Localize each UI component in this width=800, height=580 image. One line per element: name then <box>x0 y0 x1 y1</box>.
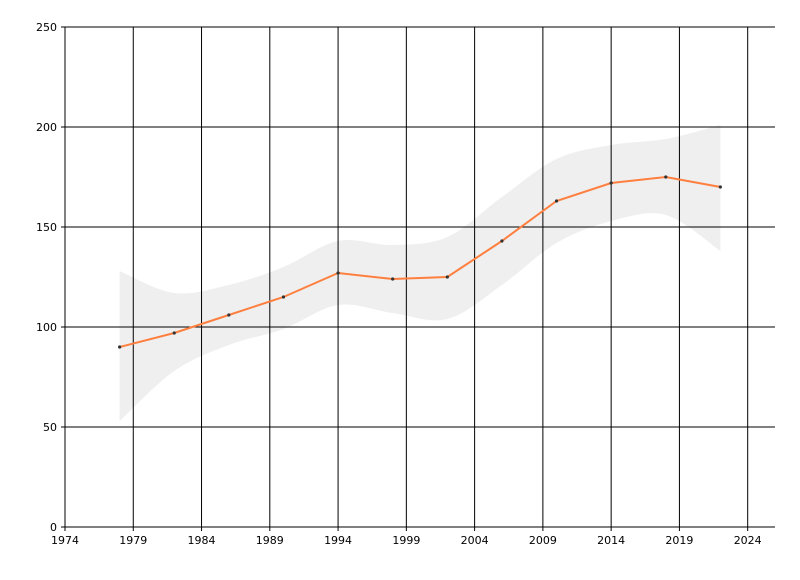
y-tick-label: 50 <box>43 421 57 434</box>
y-tick-label: 100 <box>36 321 57 334</box>
data-point <box>281 295 286 299</box>
x-tick-label: 1974 <box>51 534 79 547</box>
data-point <box>336 271 340 275</box>
x-tick-label: 2024 <box>734 534 762 547</box>
series-line <box>119 175 721 348</box>
data-point <box>609 181 613 185</box>
y-tick-label: 150 <box>36 221 57 234</box>
data-point <box>391 277 395 281</box>
x-tick-label: 2014 <box>597 534 625 547</box>
data-point <box>227 313 231 317</box>
tick-label-layer: 1974 1979 1984 1989 1994 1999 2004 2009 2014 2019… <box>36 21 762 547</box>
x-tick-label: 1984 <box>188 534 216 547</box>
confidence-band <box>119 125 721 421</box>
confidence-band-layer <box>119 125 721 421</box>
x-tick-label: 2019 <box>665 534 693 547</box>
x-tick-label: 1994 <box>324 534 352 547</box>
x-tick-label: 2004 <box>461 534 489 547</box>
series-layer <box>118 175 722 349</box>
y-tick-label: 200 <box>36 121 57 134</box>
data-point <box>718 185 722 189</box>
axis-layer <box>64 27 775 528</box>
x-tick-label: 1979 <box>119 534 147 547</box>
x-tick-label: 1989 <box>256 534 284 547</box>
y-tick-label: 250 <box>36 21 57 34</box>
data-point <box>500 239 504 243</box>
x-tick-label: 1999 <box>392 534 420 547</box>
data-point <box>554 199 559 203</box>
data-point <box>172 331 176 335</box>
x-tick-label: 2009 <box>529 534 557 547</box>
y-tick-label: 0 <box>50 521 57 534</box>
data-point <box>118 345 122 349</box>
data-point <box>445 275 449 279</box>
data-point <box>664 175 668 179</box>
